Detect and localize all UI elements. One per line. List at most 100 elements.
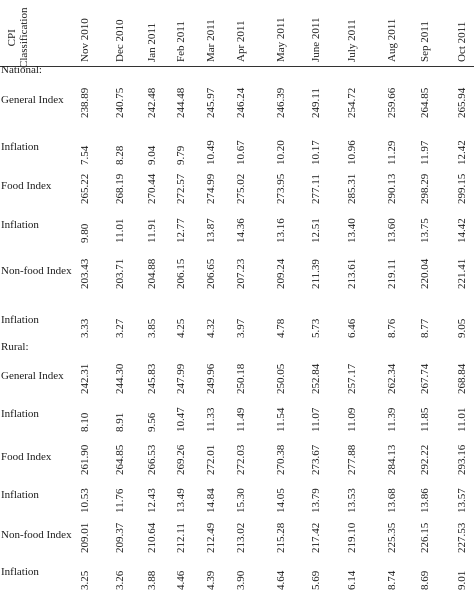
table-cell: 268.84: [456, 363, 468, 394]
table-cell: 13.87: [205, 218, 217, 243]
column-header: June 2011: [310, 17, 322, 62]
table-cell: 220.04: [419, 258, 431, 289]
table-cell: 250.18: [235, 363, 247, 394]
table-cell: 285.31: [346, 173, 358, 204]
table-cell: 6.14: [346, 570, 358, 590]
table-cell: 7.54: [79, 145, 91, 165]
column-header: Nov 2010: [79, 18, 91, 62]
table-cell: 219.11: [386, 259, 398, 289]
table-cell: 252.84: [310, 363, 322, 394]
table-cell: 4.39: [205, 570, 217, 590]
table-cell: 11.91: [146, 218, 158, 243]
table-cell: 217.42: [310, 522, 322, 553]
table-cell: 213.02: [235, 522, 247, 553]
table-cell: 264.85: [114, 444, 126, 475]
table-cell: 13.49: [175, 488, 187, 513]
table-cell: 13.75: [419, 218, 431, 243]
table-cell: 272.57: [175, 173, 187, 204]
table-cell: 265.94: [456, 87, 468, 118]
table-cell: 207.23: [235, 258, 247, 289]
table-cell: 4.32: [205, 318, 217, 338]
table-cell: 203.43: [79, 258, 91, 289]
section-label: Rural:: [1, 341, 29, 353]
column-header: May 2011: [275, 17, 287, 62]
table-cell: 13.68: [386, 488, 398, 513]
table-cell: 10.96: [346, 140, 358, 165]
row-label: Food Index: [1, 451, 52, 463]
table-cell: 290.13: [386, 173, 398, 204]
table-cell: 14.05: [275, 488, 287, 513]
table-cell: 206.65: [205, 258, 217, 289]
table-cell: 211.39: [310, 259, 322, 289]
table-cell: 3.27: [114, 318, 126, 338]
table-cell: 8.77: [419, 318, 431, 338]
cpi-table: CPI Classification Nov 2010 Dec 2010 Jan 2…: [0, 8, 474, 590]
table-cell: 272.03: [235, 444, 247, 475]
table-cell: 209.01: [79, 522, 91, 553]
table-cell: 8.28: [114, 145, 126, 165]
table-cell: 13.53: [346, 488, 358, 513]
table-cell: 262.34: [386, 363, 398, 394]
table-cell: 13.60: [386, 218, 398, 243]
table-cell: 247.99: [175, 363, 187, 394]
row-label: Inflation: [1, 219, 39, 231]
column-header: Dec 2010: [114, 19, 126, 62]
table-cell: 257.17: [346, 363, 358, 394]
table-cell: 215.28: [275, 522, 287, 553]
table-cell: 10.67: [235, 140, 247, 165]
table-cell: 212.11: [175, 523, 187, 553]
table-cell: 11.85: [419, 407, 431, 432]
table-cell: 3.85: [146, 318, 158, 338]
row-label: Inflation: [1, 314, 39, 326]
table-cell: 5.73: [310, 318, 322, 338]
table-cell: 11.01: [456, 407, 468, 432]
table-cell: 8.10: [79, 412, 91, 432]
table-cell: 11.39: [386, 407, 398, 432]
table-cell: 204.88: [146, 258, 158, 289]
table-cell: 6.46: [346, 318, 358, 338]
table-cell: 10.47: [175, 407, 187, 432]
table-cell: 292.22: [419, 444, 431, 475]
table-cell: 227.53: [456, 522, 468, 553]
table-cell: 213.61: [346, 258, 358, 289]
row-label: Non-food Index: [1, 265, 72, 277]
table-cell: 206.15: [175, 258, 187, 289]
section-label: National:: [1, 64, 42, 76]
table-cell: 8.76: [386, 318, 398, 338]
table-cell: 3.33: [79, 318, 91, 338]
row-label: Food Index: [1, 180, 52, 192]
table-cell: 270.38: [275, 444, 287, 475]
table-cell: 273.67: [310, 444, 322, 475]
table-cell: 9.56: [146, 412, 158, 432]
table-cell: 274.99: [205, 173, 217, 204]
table-cell: 259.66: [386, 87, 398, 118]
table-cell: 275.02: [235, 173, 247, 204]
table-cell: 270.44: [146, 173, 158, 204]
table-cell: 3.97: [235, 318, 247, 338]
table-cell: 12.51: [310, 218, 322, 243]
table-cell: 3.26: [114, 570, 126, 590]
column-header: Aug 2011: [386, 18, 398, 62]
table-cell: 10.49: [205, 140, 217, 165]
table-cell: 4.64: [275, 570, 287, 590]
table-cell: 209.37: [114, 522, 126, 553]
table-cell: 11.07: [310, 407, 322, 432]
column-header: Jan 2011: [146, 22, 158, 62]
row-label: Inflation: [1, 566, 39, 578]
table-cell: 8.91: [114, 412, 126, 432]
table-cell: 226.15: [419, 522, 431, 553]
table-cell: 268.19: [114, 173, 126, 204]
table-cell: 11.76: [114, 488, 126, 513]
table-cell: 250.05: [275, 363, 287, 394]
table-cell: 299.15: [456, 173, 468, 204]
corner-label-line1: CPI: [6, 29, 18, 47]
table-cell: 4.46: [175, 570, 187, 590]
table-cell: 13.16: [275, 218, 287, 243]
table-cell: 9.80: [79, 223, 91, 243]
table-cell: 11.29: [386, 140, 398, 165]
table-cell: 3.25: [79, 570, 91, 590]
table-cell: 9.01: [456, 570, 468, 590]
table-cell: 9.05: [456, 318, 468, 338]
table-cell: 203.71: [114, 258, 126, 289]
table-cell: 245.97: [205, 87, 217, 118]
